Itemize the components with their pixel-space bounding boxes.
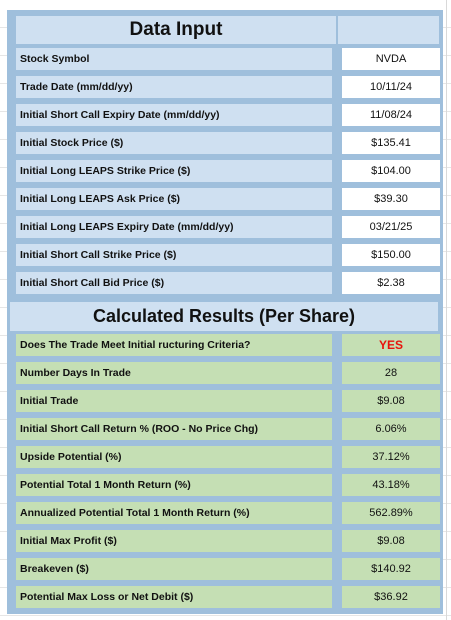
- result-label: Annualized Potential Total 1 Month Retur…: [16, 502, 332, 524]
- input-label: Stock Symbol: [16, 48, 332, 70]
- data-input-title: Data Input: [16, 16, 336, 44]
- input-cell-trade-date[interactable]: 10/11/24: [342, 76, 440, 98]
- input-cell-short-call-bid[interactable]: $2.38: [342, 272, 440, 294]
- result-label: Upside Potential (%): [16, 446, 332, 468]
- result-label: Breakeven ($): [16, 558, 332, 580]
- result-cell-max-loss[interactable]: $36.92: [342, 586, 440, 608]
- input-label: Trade Date (mm/dd/yy): [16, 76, 332, 98]
- result-label: Initial Short Call Return % (ROO - No Pr…: [16, 418, 332, 440]
- input-label: Initial Stock Price ($): [16, 132, 332, 154]
- result-cell-criteria[interactable]: YES: [342, 334, 440, 356]
- input-cell-leaps-strike[interactable]: $104.00: [342, 160, 440, 182]
- input-label: Initial Long LEAPS Strike Price ($): [16, 160, 332, 182]
- result-cell-upside-potential[interactable]: 37.12%: [342, 446, 440, 468]
- input-label: Initial Long LEAPS Expiry Date (mm/dd/yy…: [16, 216, 332, 238]
- input-cell-stock-symbol[interactable]: NVDA: [342, 48, 440, 70]
- result-cell-total-return[interactable]: 43.18%: [342, 474, 440, 496]
- input-cell-leaps-ask[interactable]: $39.30: [342, 188, 440, 210]
- input-label: Initial Short Call Strike Price ($): [16, 244, 332, 266]
- result-label: Initial Max Profit ($): [16, 530, 332, 552]
- data-input-title-value-cell: [338, 16, 439, 44]
- result-label: Potential Total 1 Month Return (%): [16, 474, 332, 496]
- input-cell-short-call-expiry[interactable]: 11/08/24: [342, 104, 440, 126]
- trade-calculator-panel: Data Input Stock Symbol NVDA Trade Date …: [7, 10, 443, 614]
- sheet-column-line: [446, 0, 447, 620]
- result-label: Potential Max Loss or Net Debit ($): [16, 586, 332, 608]
- result-cell-max-profit[interactable]: $9.08: [342, 530, 440, 552]
- result-cell-annualized-return[interactable]: 562.89%: [342, 502, 440, 524]
- input-cell-stock-price[interactable]: $135.41: [342, 132, 440, 154]
- input-cell-leaps-expiry[interactable]: 03/21/25: [342, 216, 440, 238]
- input-label: Initial Short Call Expiry Date (mm/dd/yy…: [16, 104, 332, 126]
- calculated-results-title: Calculated Results (Per Share): [10, 302, 438, 331]
- result-cell-days-in-trade[interactable]: 28: [342, 362, 440, 384]
- result-cell-short-call-return[interactable]: 6.06%: [342, 418, 440, 440]
- input-label: Initial Long LEAPS Ask Price ($): [16, 188, 332, 210]
- input-cell-short-call-strike[interactable]: $150.00: [342, 244, 440, 266]
- result-cell-breakeven[interactable]: $140.92: [342, 558, 440, 580]
- result-label: Initial Trade: [16, 390, 332, 412]
- result-label: Number Days In Trade: [16, 362, 332, 384]
- result-cell-initial-trade[interactable]: $9.08: [342, 390, 440, 412]
- input-label: Initial Short Call Bid Price ($): [16, 272, 332, 294]
- result-label: Does The Trade Meet Initial ructuring Cr…: [16, 334, 332, 356]
